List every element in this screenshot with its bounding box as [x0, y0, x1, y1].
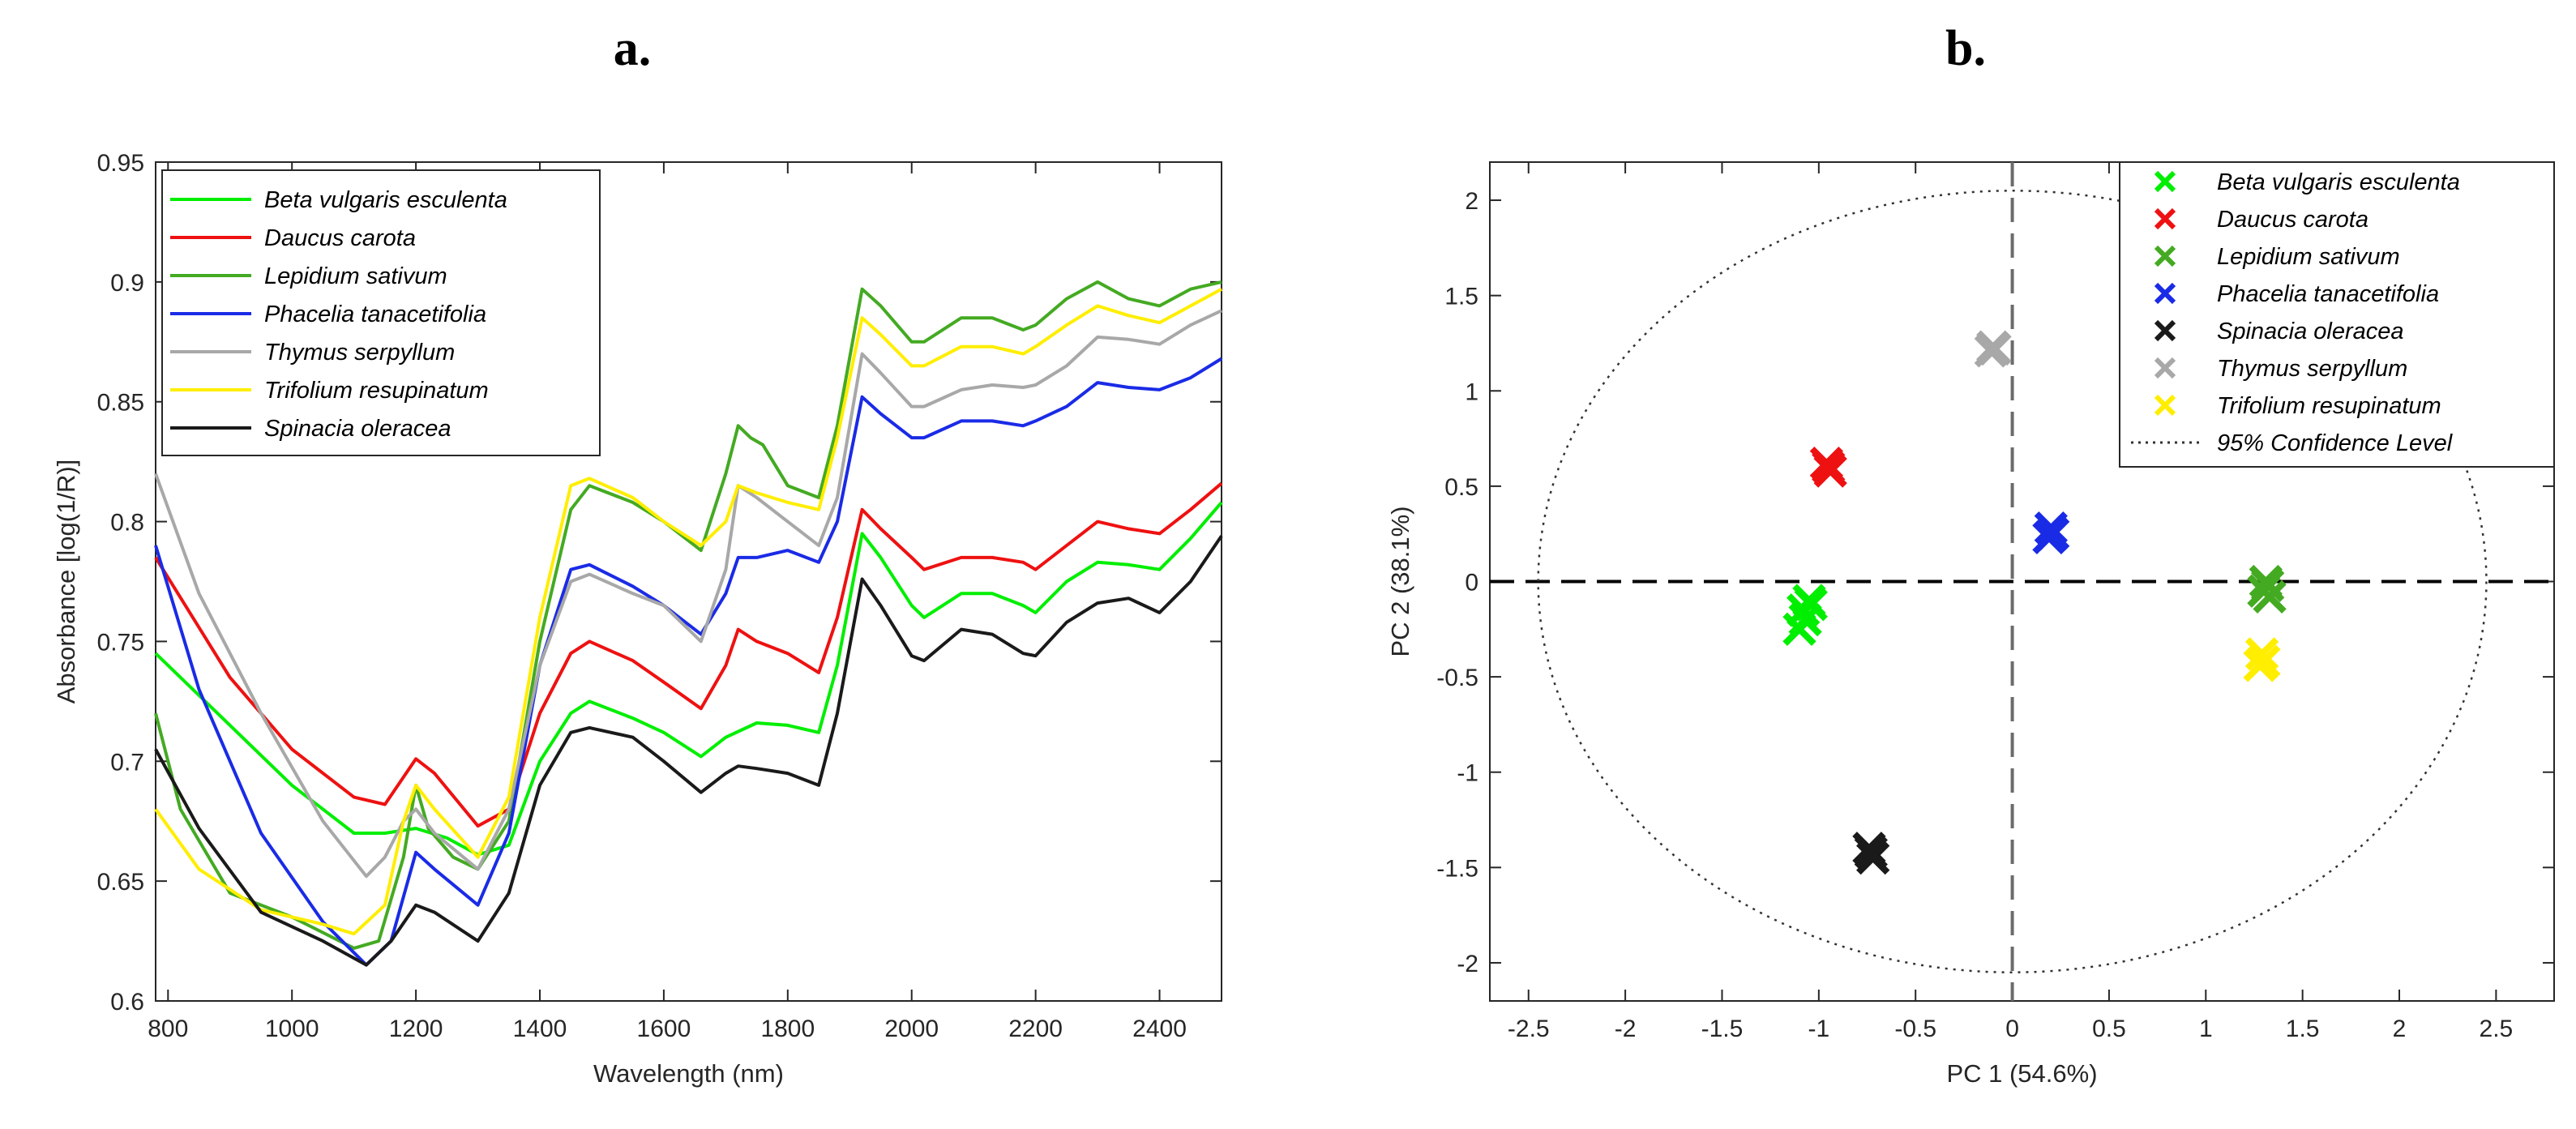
- legend-entry: Phacelia tanacetifolia: [2217, 281, 2439, 307]
- pca-ytick-label: -1.5: [1436, 855, 1478, 882]
- series-line: [154, 481, 1223, 828]
- score-point: [2249, 564, 2283, 599]
- pca-ytick-label: -2: [1457, 951, 1478, 977]
- legend-marker: [2154, 282, 2176, 305]
- score-point: [1978, 331, 2012, 366]
- pca-ytick-label: 2: [1465, 188, 1478, 215]
- score-point: [2036, 517, 2070, 551]
- spectra-ytick-label: 0.65: [97, 869, 144, 896]
- legend-marker: [2154, 207, 2176, 230]
- pca-xtick-label: -2.5: [1508, 1016, 1550, 1042]
- legend-entry: Thymus serpyllum: [2217, 356, 2407, 382]
- spectra-ytick-label: 0.8: [110, 510, 144, 537]
- pca-ytick-label: -1: [1457, 760, 1478, 787]
- spectra-chart: 800 1000 1200 1400 1600 1800 2000 2200 2400 0.6 0.…: [52, 150, 1223, 1088]
- spectra-xtick-label: 1600: [637, 1016, 691, 1042]
- spectra-ytick-label: 0.75: [97, 629, 144, 656]
- pca-xtick-label: -1.5: [1701, 1016, 1744, 1042]
- score-point: [1782, 612, 1816, 646]
- legend-confidence-label: 95% Confidence Level: [2217, 430, 2454, 456]
- spectra-xtick-label: 2200: [1008, 1016, 1063, 1042]
- pca-xtick-label: -1: [1808, 1016, 1829, 1042]
- legend-entry: Daucus carota: [2217, 207, 2368, 233]
- legend-marker: [2154, 319, 2176, 342]
- spectra-xtick-label: 1400: [513, 1016, 567, 1042]
- spectra-xtick-label: 1800: [760, 1016, 815, 1042]
- spectra-xtick-label: 2000: [884, 1016, 939, 1042]
- legend-entry: Daucus carota: [264, 225, 416, 251]
- score-point: [1852, 832, 1886, 866]
- pca-legend-box: [2119, 161, 2555, 468]
- spectra-ytick-label: 0.85: [97, 390, 144, 417]
- pca-xtick-label: 2: [2393, 1016, 2407, 1042]
- score-point: [1809, 447, 1844, 481]
- spectra-ytick-label: 0.6: [110, 989, 144, 1016]
- legend-marker: [2154, 245, 2176, 267]
- legend-entry: Beta vulgaris esculenta: [264, 187, 507, 213]
- pca-y-axis-label: PC 2 (38.1%): [1386, 506, 1414, 656]
- series-line: [154, 357, 1223, 967]
- spectra-xtick-label: 800: [148, 1016, 188, 1042]
- pca-xtick-label: 1: [2199, 1016, 2213, 1042]
- pca-ytick-label: -0.5: [1436, 665, 1478, 691]
- spectra-ytick-label: 0.9: [110, 270, 144, 297]
- pca-xtick-label: 0: [2005, 1016, 2019, 1042]
- series-line: [154, 287, 1222, 936]
- pca-xtick-label: 2.5: [2480, 1016, 2514, 1042]
- spectra-ytick-label: 0.95: [97, 150, 144, 177]
- confidence-ellipse: [1537, 190, 2488, 973]
- legend-entry: Thymus serpyllum: [264, 340, 455, 366]
- legend-entry: Spinacia oleracea: [2217, 319, 2404, 344]
- legend-marker: [2154, 170, 2176, 193]
- pca-ytick-label: 1.5: [1444, 284, 1478, 310]
- pca-scores-chart: -2.5 -2 -1.5 -1 -0.5 0 0.5 1 1.5 2 2.5 -2 -1.5 -1 -0.5…: [1386, 161, 2555, 1088]
- spectra-ytick-label: 0.7: [110, 749, 144, 776]
- pca-xtick-label: -2: [1615, 1016, 1637, 1042]
- spectra-y-axis-label: Absorbance [log(1/R)]: [52, 460, 80, 704]
- spectra-x-axis-label: Wavelength (nm): [593, 1059, 784, 1088]
- legend-entry: Spinacia oleracea: [264, 416, 451, 442]
- legend-entry: Beta vulgaris esculenta: [2217, 169, 2460, 195]
- panel-a-label: a.: [614, 21, 652, 76]
- panel-b-label: b.: [1945, 21, 1986, 76]
- legend-marker: [2154, 357, 2176, 379]
- legend-entry: Phacelia tanacetifolia: [264, 301, 486, 327]
- pca-xtick-label: 1.5: [2286, 1016, 2320, 1042]
- legend-entry: Lepidium sativum: [2217, 244, 2400, 270]
- pca-xtick-label: 0.5: [2092, 1016, 2126, 1042]
- pca-xtick-label: -0.5: [1894, 1016, 1936, 1042]
- pca-ytick-label: 0: [1465, 570, 1478, 597]
- series-line: [154, 280, 1222, 950]
- pca-x-axis-label: PC 1 (54.6%): [1946, 1059, 2097, 1088]
- legend-entry: Trifolium resupinatum: [2217, 393, 2441, 419]
- series-line: [154, 535, 1223, 967]
- score-point: [1794, 588, 1828, 622]
- spectra-xtick-label: 1000: [265, 1016, 319, 1042]
- spectra-xtick-label: 1200: [389, 1016, 443, 1042]
- score-point: [2243, 648, 2277, 682]
- pca-ytick-label: 0.5: [1444, 474, 1478, 501]
- legend-marker: [2154, 394, 2176, 417]
- pca-ytick-label: 1: [1465, 378, 1478, 405]
- spectra-xtick-label: 2400: [1132, 1016, 1187, 1042]
- legend-entry: Lepidium sativum: [264, 263, 447, 289]
- legend-entry: Trifolium resupinatum: [264, 378, 489, 404]
